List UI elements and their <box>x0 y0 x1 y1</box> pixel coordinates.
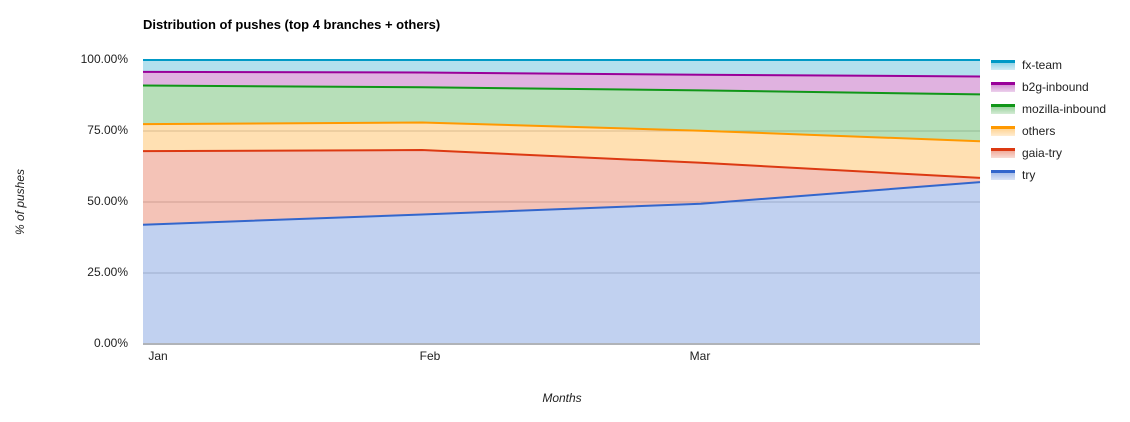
x-tick-label-mar: Mar <box>689 349 711 363</box>
y-tick-label: 0.00% <box>93 336 128 350</box>
y-tick-label: 75.00% <box>87 123 128 137</box>
x-tick-label-jan: Jan <box>148 349 168 363</box>
legend-label: b2g-inbound <box>1022 80 1089 94</box>
legend-swatch-fx-team <box>991 60 1015 70</box>
legend-label: mozilla-inbound <box>1022 102 1107 116</box>
x-tick-label-feb: Feb <box>419 349 441 363</box>
line-mozilla-inbound[interactable] <box>142 84 981 96</box>
legend-item-try: try <box>991 164 1035 186</box>
area-gaia-try[interactable] <box>143 150 980 225</box>
legend-item-b2g-inbound: b2g-inbound <box>991 76 1089 98</box>
legend-label: gaia-try <box>1022 146 1063 160</box>
legend-label: others <box>1022 124 1056 138</box>
x-axis-title: Months <box>542 391 582 405</box>
chart-title: Distribution of pushes (top 4 branches +… <box>143 17 441 32</box>
plot-area[interactable] <box>142 58 981 345</box>
legend-item-fx-team: fx-team <box>991 54 1062 76</box>
legend-swatch-gaia-try <box>991 148 1015 158</box>
legend-swatch-try <box>991 170 1015 180</box>
area-others[interactable] <box>143 122 980 178</box>
legend-item-others: others <box>991 120 1055 142</box>
legend-swatch-b2g-inbound <box>991 82 1015 92</box>
line-gaia-try[interactable] <box>142 149 981 179</box>
y-tick-label: 100.00% <box>80 52 128 66</box>
legend-item-gaia-try: gaia-try <box>991 142 1062 164</box>
area-try[interactable] <box>143 182 980 344</box>
legend-swatch-others <box>991 126 1015 136</box>
line-b2g-inbound[interactable] <box>142 70 981 78</box>
area-mozilla-inbound[interactable] <box>143 85 980 142</box>
line-try[interactable] <box>142 181 981 226</box>
area-b2g-inbound[interactable] <box>143 71 980 95</box>
y-tick-label: 25.00% <box>87 265 128 279</box>
legend-swatch-mozilla-inbound <box>991 104 1015 114</box>
y-tick-label: 50.00% <box>87 194 128 208</box>
legend-label: fx-team <box>1022 58 1063 72</box>
legend-item-mozilla-inbound: mozilla-inbound <box>991 98 1106 120</box>
legend-label: try <box>1022 168 1036 182</box>
line-others[interactable] <box>142 121 981 143</box>
